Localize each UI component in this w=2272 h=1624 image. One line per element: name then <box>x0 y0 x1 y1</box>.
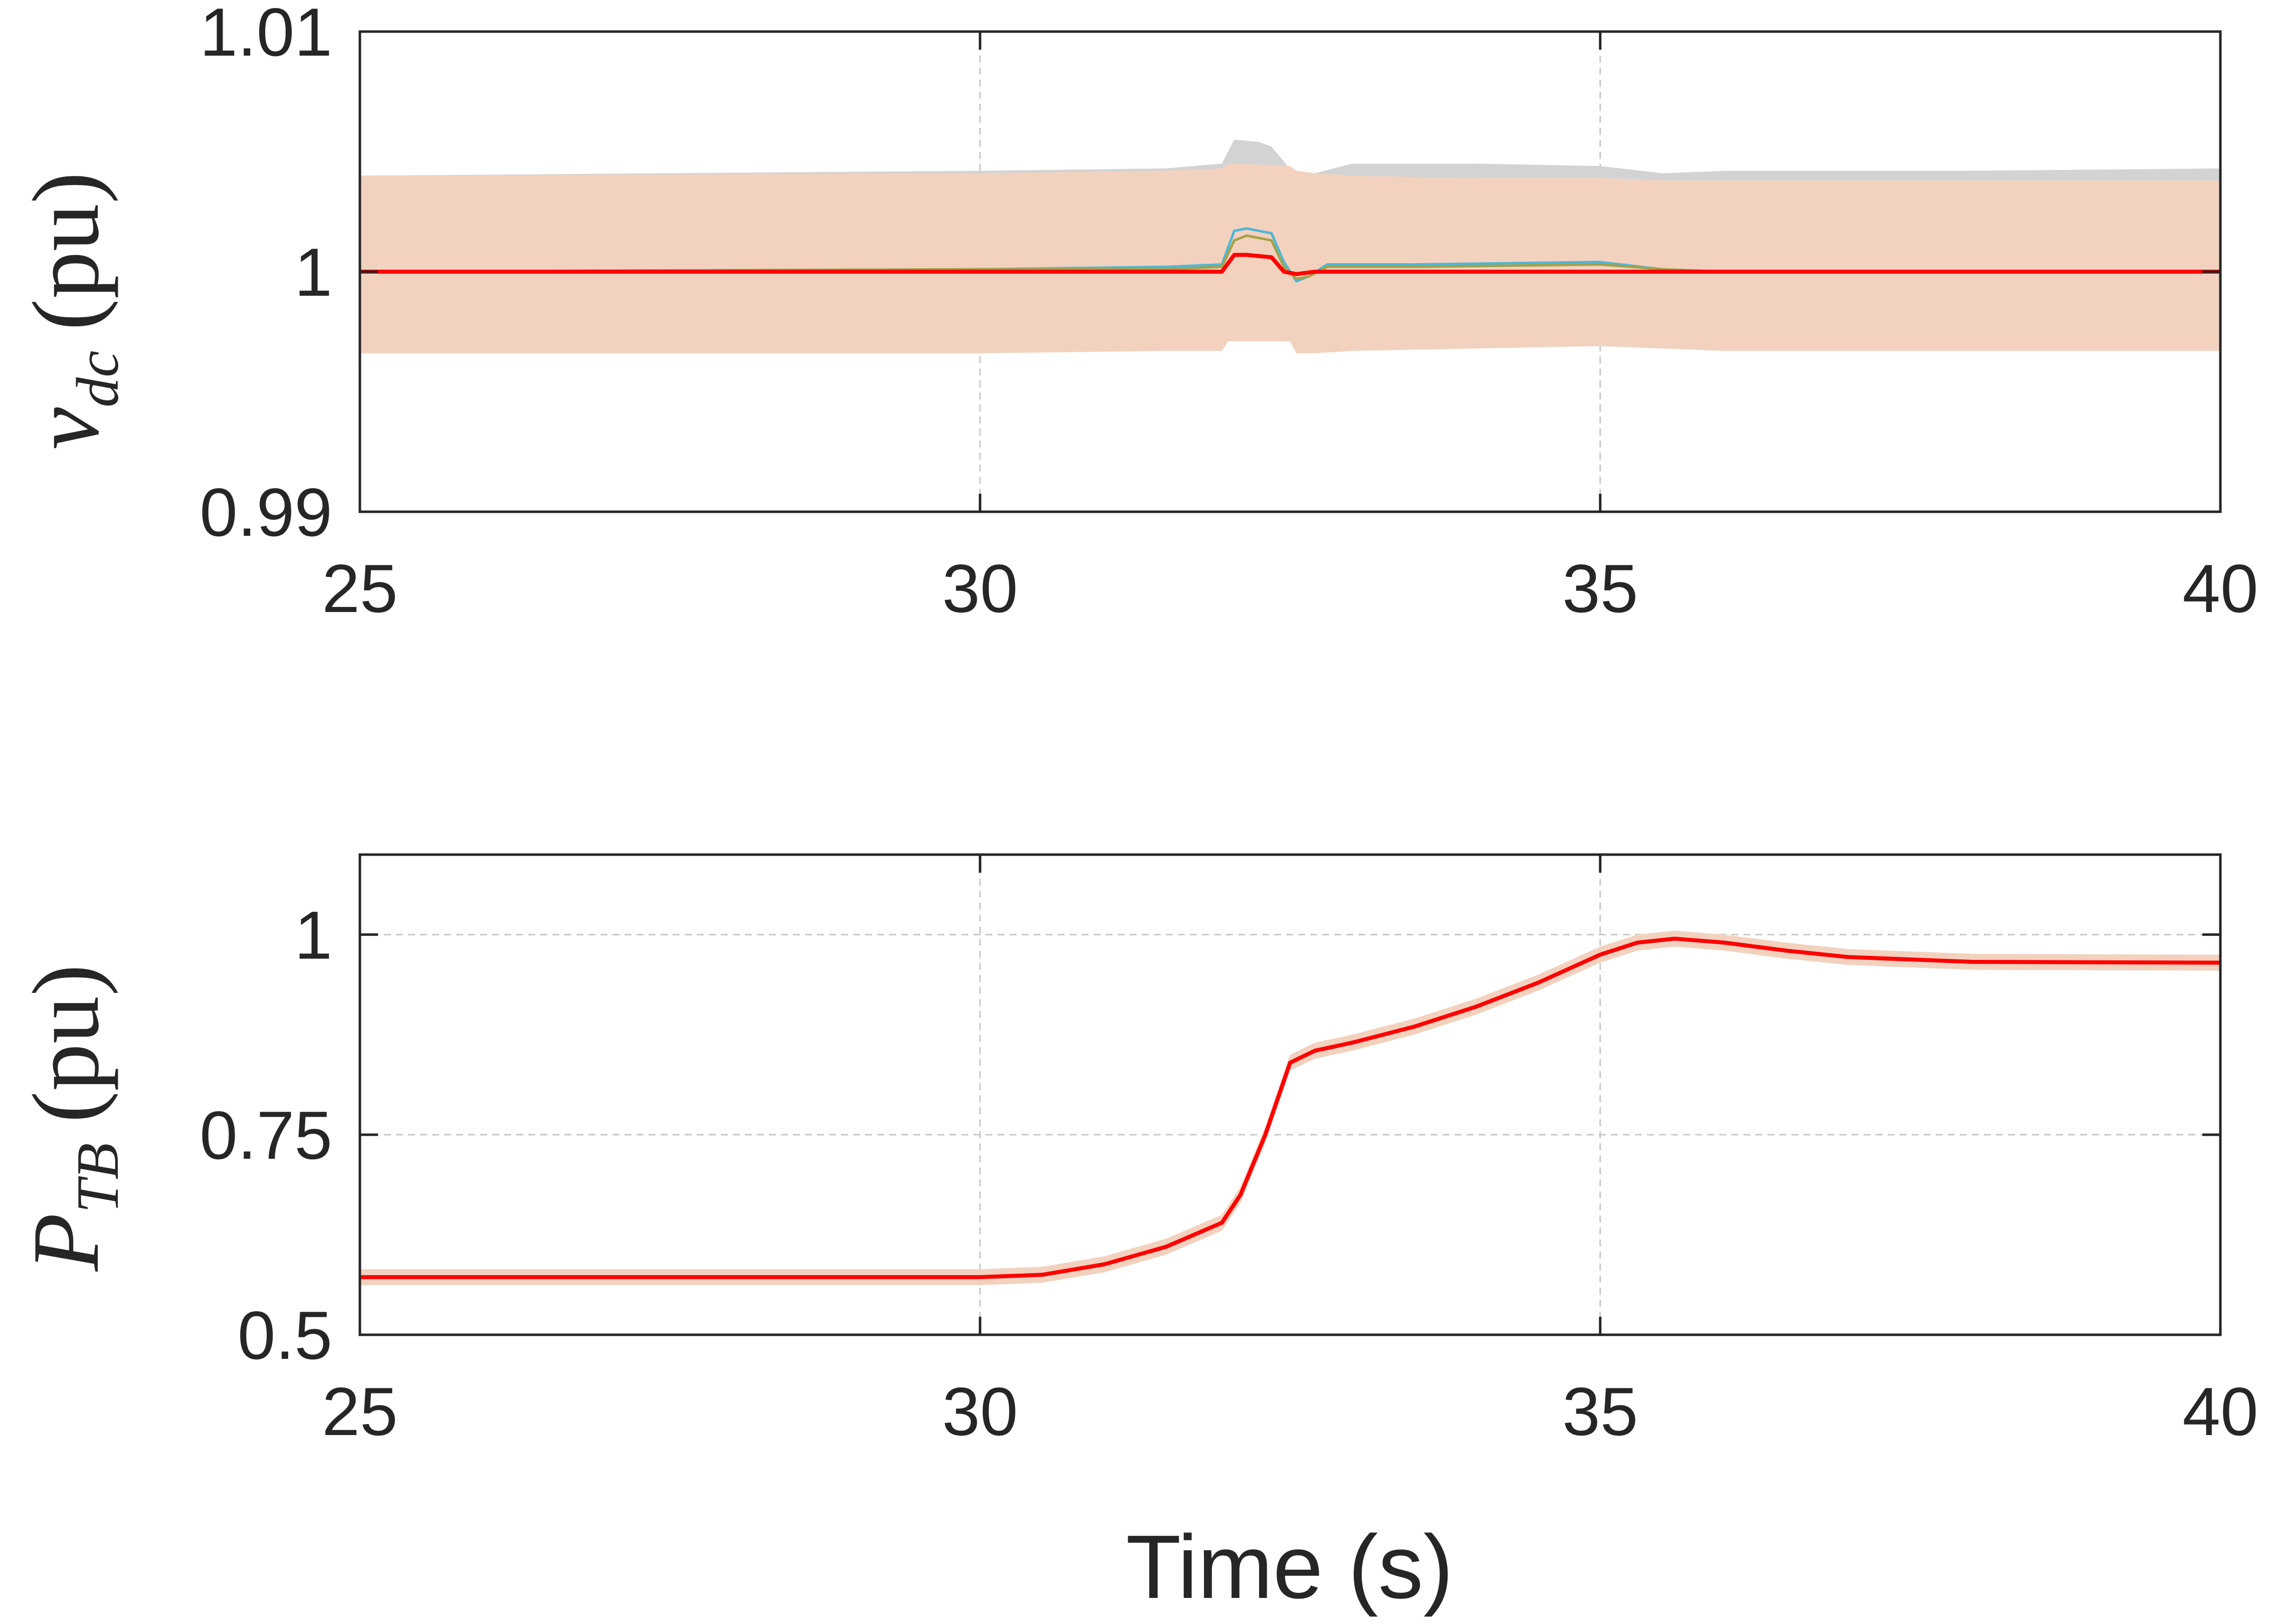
vdc-data <box>360 139 2220 353</box>
y-tick-label: 0.5 <box>238 1297 332 1373</box>
x-axis-label: Time (s) <box>1126 1517 1453 1617</box>
ptb-y-axis-label: PTB(pu) <box>14 964 131 1273</box>
ptb-panel: 25 30 35 40 0.5 0.75 1 PTB(pu) Time (s) <box>14 853 2258 1617</box>
vdc-panel: 25 30 35 40 0.99 1 1.01 vdc(pu) <box>14 0 2258 627</box>
y-tick-label: 1.01 <box>199 0 332 70</box>
y-tick-label: 0.75 <box>199 1097 332 1173</box>
ptb-axes-box <box>358 853 2222 1336</box>
x-tick-label: 40 <box>2182 550 2258 627</box>
vdc-spread-band <box>360 163 2220 353</box>
y-tick-label: 1 <box>294 234 332 310</box>
y-tick-label: 0.99 <box>199 474 332 550</box>
x-tick-label: 40 <box>2182 1373 2258 1450</box>
vdc-ticks: 25 30 35 40 0.99 1 1.01 <box>199 0 2258 627</box>
x-tick-label: 30 <box>942 1373 1018 1450</box>
ptb-grid <box>360 855 2220 1335</box>
x-tick-label: 30 <box>942 550 1018 627</box>
x-tick-label: 35 <box>1562 1373 1638 1450</box>
ptb-spread-band <box>360 930 2220 1285</box>
ptb-plot-area <box>360 855 2220 1335</box>
x-tick-label: 25 <box>322 1373 397 1450</box>
x-tick-label: 25 <box>322 550 397 627</box>
y-tick-label: 1 <box>294 897 332 973</box>
ptb-data <box>360 930 2220 1285</box>
x-tick-label: 35 <box>1562 550 1638 627</box>
vdc-y-axis-label: vdc(pu) <box>14 172 131 450</box>
ptb-mean-line <box>360 936 2220 1279</box>
vdc-mean-line <box>360 253 2220 276</box>
ptb-ticks: 25 30 35 40 0.5 0.75 1 <box>199 855 2258 1450</box>
